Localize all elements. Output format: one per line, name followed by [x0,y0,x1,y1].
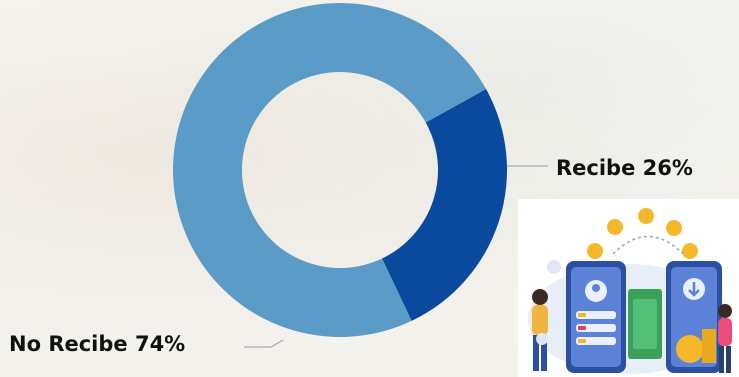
cash-icon [628,289,662,359]
donut-slices [173,3,507,337]
donut-slice-recibe [382,89,507,321]
person-icon [718,304,732,373]
mobile-money-transfer-illustration [518,199,739,377]
slice-label-no-recibe: No Recibe 74% [9,332,185,356]
leader-line-no-recibe [244,339,284,348]
leader-lines [244,165,548,348]
person-icon [532,289,548,371]
slice-label-recibe: Recibe 26% [556,156,693,180]
donut-slice-no-recibe [173,3,487,337]
phone-icon [566,261,626,373]
coin-icon [587,208,698,259]
phone-download-icon [666,261,722,373]
